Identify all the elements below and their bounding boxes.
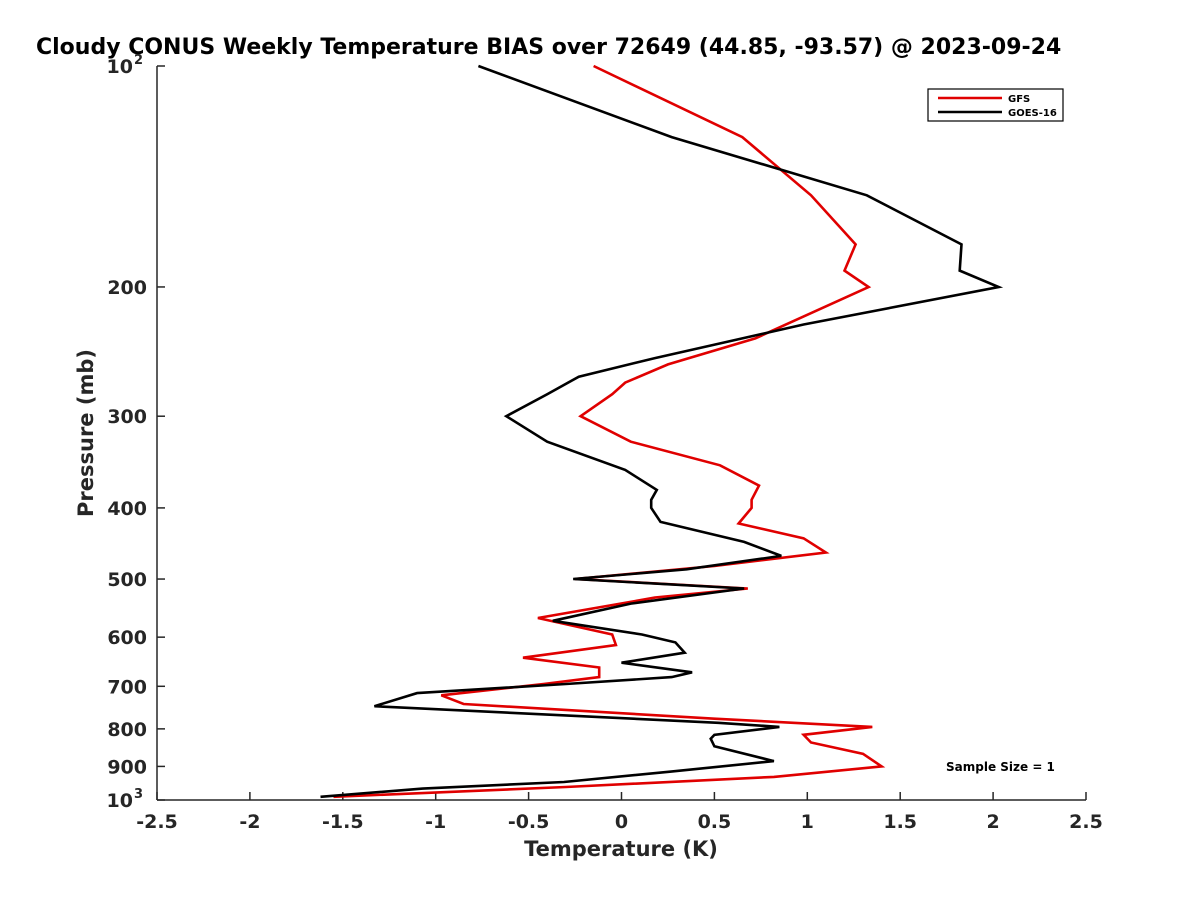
legend-box: [927, 88, 1064, 122]
y-tick-label: 700: [107, 676, 147, 698]
y-tick-label: 800: [107, 719, 147, 741]
x-tick-label: 1: [801, 811, 814, 833]
y-tick-label: 900: [107, 756, 147, 778]
y-tick-label: 400: [107, 498, 147, 520]
x-tick-label: 0: [615, 811, 628, 833]
y-axis-label: Pressure (mb): [74, 349, 98, 517]
x-tick-label: -2.5: [136, 811, 178, 833]
legend-label: GOES-16: [1008, 108, 1057, 119]
y-tick-label: 500: [107, 569, 147, 591]
series-layer: [320, 64, 1004, 799]
y-tick-label: 300: [107, 406, 147, 428]
y-tick-label: 600: [107, 627, 147, 649]
y-tick-label-base: 10: [107, 56, 133, 78]
sample-size-annotation: Sample Size = 1: [946, 760, 1055, 774]
x-tick-label: 2.5: [1069, 811, 1103, 833]
legend-label: GFS: [1008, 94, 1030, 105]
x-tick-label: -0.5: [508, 811, 550, 833]
x-tick-label: 1.5: [883, 811, 917, 833]
x-tick-label: 2: [986, 811, 999, 833]
x-tick-label: -2: [239, 811, 260, 833]
y-tick-label: 200: [107, 277, 147, 299]
legend: GFS GOES-16: [927, 88, 1064, 122]
y-tick-label-exponent: 3: [134, 787, 143, 802]
x-tick-label: -1.5: [322, 811, 364, 833]
chart-title: Cloudy CONUS Weekly Temperature BIAS ove…: [36, 35, 1061, 60]
y-tick-label-exponent: 2: [134, 53, 143, 68]
x-axis-label: Temperature (K): [524, 837, 718, 861]
chart-axes: [156, 66, 1086, 801]
x-tick-label: 0.5: [698, 811, 732, 833]
x-tick-label: -1: [425, 811, 446, 833]
x-tick-group: -2.5 -2 -1.5 -1 -0.5 0 0.5 1 1.5 2 2.5: [136, 792, 1103, 833]
y-tick-label-base: 10: [107, 790, 133, 812]
series-line-goes-16: [320, 64, 1004, 799]
